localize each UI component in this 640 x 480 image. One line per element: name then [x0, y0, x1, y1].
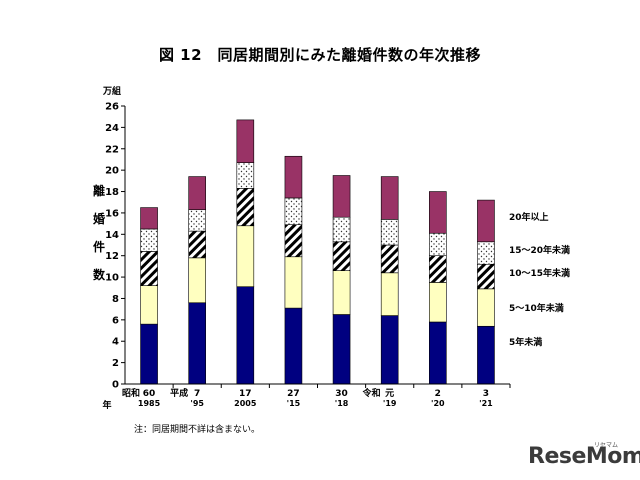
bar-segment	[477, 325, 495, 385]
chart-title: 図 12 同居期間別にみた離婚件数の年次推移	[158, 46, 482, 64]
bar-segment	[236, 286, 255, 385]
y-axis-title-char: 離	[93, 183, 105, 198]
y-tick-label: 16	[105, 208, 119, 219]
x-tick-label-west: 1985	[138, 399, 161, 408]
y-tick-label: 22	[105, 144, 119, 155]
watermark-logo: ReseMom	[528, 444, 640, 469]
bar-segment	[236, 162, 255, 189]
bar-segment	[380, 219, 399, 246]
x-tick-label-west: '20	[431, 399, 445, 408]
y-tick-label: 0	[112, 380, 119, 391]
bar-segment	[429, 191, 447, 234]
y-axis-title: 離婚件数	[93, 183, 106, 282]
y-tick-label: 10	[105, 273, 119, 284]
footnote: 注：同居期間不詳は含まない。	[134, 425, 261, 435]
x-tick-label-west: '15	[287, 399, 301, 408]
bar-segment	[284, 197, 303, 225]
x-tick-label-year: 17	[239, 389, 252, 399]
legend: 5年未満 5～10年未満 10～15年未満 15～20年未満 20年以上	[509, 211, 570, 348]
bar-segment	[380, 315, 399, 385]
bar-segment	[140, 285, 158, 325]
y-tick-label: 14	[105, 230, 119, 241]
x-tick-label-year: 7	[194, 389, 200, 399]
bar-segment	[477, 199, 495, 243]
bar-segment	[332, 314, 351, 385]
legend-label: 5年未満	[509, 336, 542, 348]
bar-segment	[188, 209, 206, 232]
bars	[140, 119, 495, 385]
x-tick-label-west: '18	[335, 399, 349, 408]
bar-segment	[188, 302, 206, 385]
bar-segment	[284, 155, 303, 199]
bar-segment	[140, 207, 158, 230]
x-tick-label-west: '19	[383, 399, 397, 408]
bar-segment	[380, 176, 399, 220]
bar-segment	[236, 188, 255, 227]
x-tick-label-year: 30	[335, 389, 348, 399]
bar-segment	[332, 270, 351, 315]
y-tick-label: 4	[112, 337, 119, 348]
legend-label: 10～15年未満	[509, 267, 570, 279]
y-tick-label: 8	[112, 294, 119, 305]
bar-segment	[284, 256, 303, 309]
bar-segment	[477, 241, 495, 265]
bar-segment	[380, 244, 399, 274]
legend-label: 15～20年未満	[509, 244, 570, 256]
bar-segment	[332, 241, 351, 271]
bar-segment	[380, 272, 399, 316]
y-axis-title-char: 数	[93, 267, 106, 282]
bar-segment	[140, 251, 158, 286]
bar-segment	[429, 282, 447, 323]
bar-segment	[236, 225, 255, 288]
x-era-label: 平成	[170, 387, 188, 399]
bar-segment	[188, 230, 206, 259]
y-tick-label: 24	[105, 123, 119, 134]
bar-segment	[332, 175, 351, 218]
x-tick-label-west: '21	[479, 399, 493, 408]
x-tick-label-year: 60	[143, 389, 156, 399]
x-tick-label-year: 3	[483, 389, 489, 399]
bar-segment	[477, 288, 495, 327]
x-tick-label-west: 2005	[234, 399, 257, 408]
y-unit-label: 万組	[102, 85, 121, 97]
x-tick-label-year: 27	[287, 389, 300, 399]
bar-segment	[477, 263, 495, 290]
bar-segment	[332, 216, 351, 243]
y-tick-label: 18	[105, 187, 119, 198]
x-tick-label-year: 2	[435, 389, 441, 399]
bar-segment	[236, 119, 255, 163]
x-era-label: 令和	[362, 387, 381, 399]
y-tick-label: 12	[105, 251, 119, 262]
bar-segment	[429, 232, 447, 256]
x-era-label: 昭和	[122, 387, 140, 399]
x-era-suffix: 年	[102, 399, 111, 411]
bar-segment	[429, 321, 447, 385]
x-tick-label-west: '95	[190, 399, 204, 408]
bar-segment	[284, 224, 303, 258]
y-tick-label: 20	[105, 166, 119, 177]
bar-segment	[188, 176, 206, 211]
x-tick-label-year: 元	[385, 388, 394, 399]
bar-segment	[188, 257, 206, 304]
bar-segment	[140, 323, 158, 385]
watermark-sub: リセマム	[594, 442, 619, 449]
y-axis-title-char: 件	[93, 239, 105, 254]
y-tick-label: 2	[112, 358, 119, 369]
y-tick-label: 26	[105, 102, 119, 113]
legend-label: 20年以上	[509, 211, 549, 223]
legend-label: 5～10年未満	[509, 302, 564, 314]
bar-segment	[429, 255, 447, 283]
y-axis-title-char: 婚	[93, 211, 105, 226]
bar-segment	[140, 228, 158, 252]
bar-segment	[284, 307, 303, 385]
y-tick-label: 6	[112, 315, 119, 326]
